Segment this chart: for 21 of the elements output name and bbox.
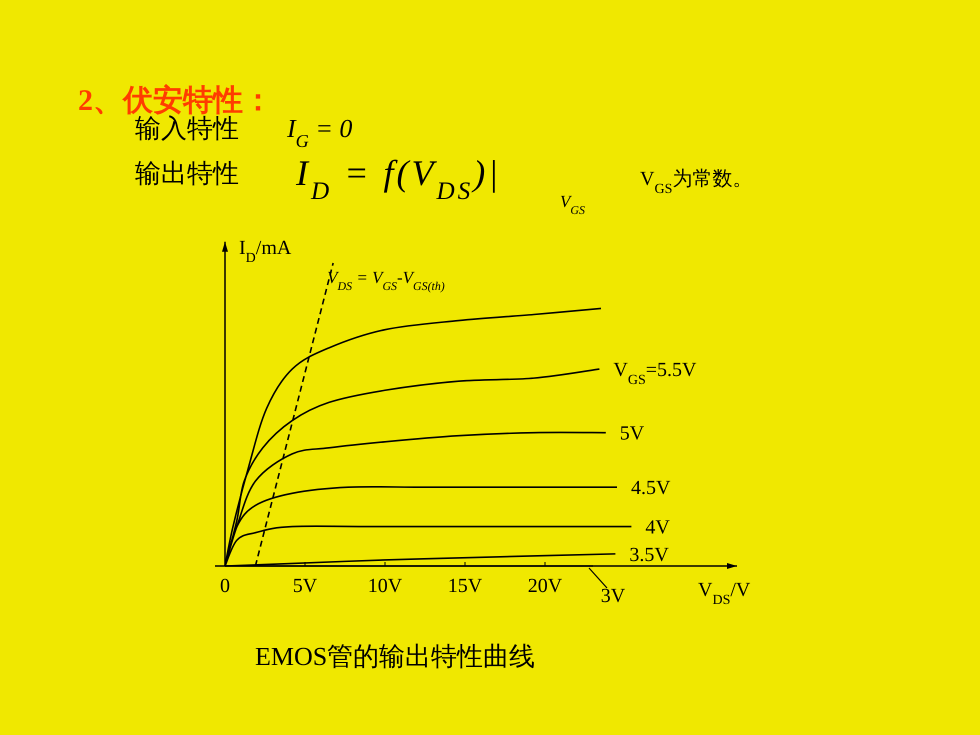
- x-tick-label: 5V: [292, 575, 318, 597]
- text: 输入特性: [135, 114, 239, 143]
- x-tick-label: 0: [220, 575, 230, 597]
- text: EMOS管的输出特性曲线: [255, 642, 536, 671]
- y-axis-title: I$_{D}$/mA: [239, 236, 292, 266]
- series-label: 5V: [620, 422, 645, 445]
- series-label: 4V: [645, 516, 670, 539]
- text: V$_{GS}$: [560, 192, 585, 217]
- series-label: 4.5V: [631, 477, 671, 500]
- text: I$_{D}$ = f(V$_{DS}$)|: [295, 153, 502, 204]
- series-label: 3.5V: [629, 544, 670, 566]
- text: I$_{G}$ = 0: [286, 114, 352, 151]
- text: 输出特性: [135, 159, 239, 188]
- legend-label: 3V: [600, 585, 626, 607]
- x-axis-title: V$_{DS}$/V: [698, 579, 751, 608]
- x-tick-label: 20V: [528, 575, 563, 597]
- x-tick-label: 10V: [368, 575, 403, 597]
- chart-title: 2、伏安特性：: [78, 83, 273, 117]
- x-tick-label: 15V: [448, 575, 483, 597]
- series-label: V$_{GS}$=5.5V: [613, 359, 698, 388]
- text: V$_{GS}$为常数。: [640, 168, 752, 196]
